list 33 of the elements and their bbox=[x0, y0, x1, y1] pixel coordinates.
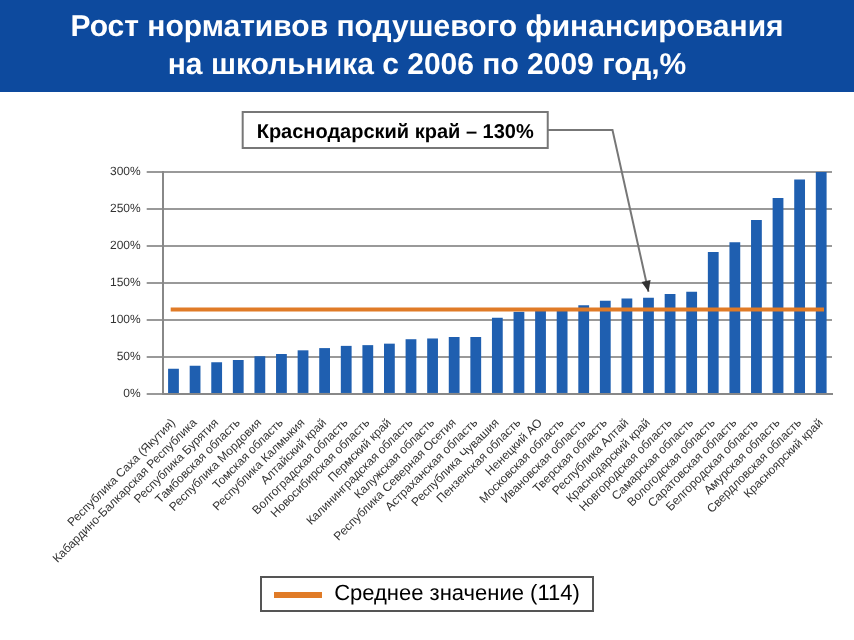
bar bbox=[643, 297, 654, 393]
bar bbox=[729, 242, 741, 393]
bar bbox=[535, 309, 546, 393]
bar bbox=[405, 339, 417, 393]
bar bbox=[794, 179, 806, 393]
bar bbox=[815, 172, 827, 393]
bar bbox=[232, 359, 244, 393]
bar bbox=[297, 350, 309, 393]
bar bbox=[556, 309, 568, 393]
bar bbox=[340, 345, 352, 393]
bar bbox=[707, 251, 719, 393]
bar bbox=[384, 343, 395, 393]
bar bbox=[686, 291, 698, 393]
bar bbox=[168, 368, 179, 393]
bar bbox=[362, 345, 374, 393]
bar bbox=[491, 317, 503, 393]
bar bbox=[470, 337, 482, 393]
chart-title: Рост нормативов подушевого финансирования на школьника с 2006 по 2009 год,% bbox=[0, 0, 854, 92]
legend-label: Среднее значение (114) bbox=[334, 582, 580, 606]
bar bbox=[254, 356, 266, 393]
bar bbox=[599, 300, 611, 393]
bar bbox=[578, 305, 590, 393]
bar bbox=[211, 362, 223, 393]
bar bbox=[276, 354, 287, 393]
bar bbox=[772, 197, 784, 393]
annotation: Краснодарский край – 130% bbox=[256, 121, 534, 144]
bar bbox=[448, 337, 460, 393]
bar bbox=[751, 220, 762, 393]
bar bbox=[621, 298, 633, 393]
bar bbox=[189, 365, 201, 393]
bar bbox=[513, 311, 525, 393]
bar bbox=[427, 338, 438, 393]
bar bbox=[319, 348, 331, 393]
